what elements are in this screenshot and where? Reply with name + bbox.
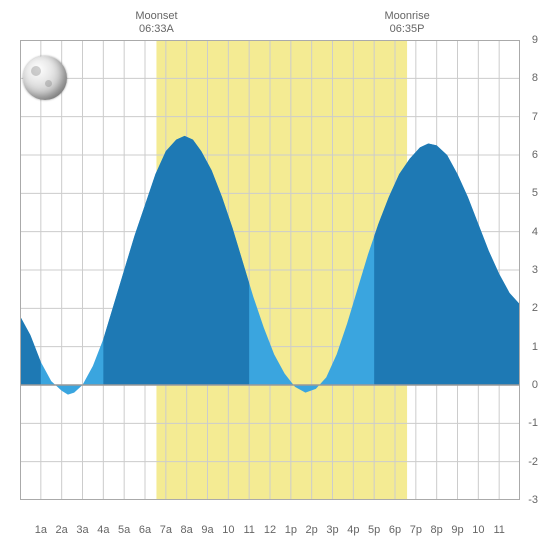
moonset-label: Moonset 06:33A: [126, 10, 186, 36]
x-tick: 12: [264, 524, 276, 536]
y-tick: 5: [532, 187, 538, 199]
x-tick: 2p: [306, 524, 318, 536]
x-tick: 2a: [56, 524, 68, 536]
x-tick: 4p: [347, 524, 359, 536]
y-tick: -3: [528, 494, 538, 506]
y-tick: 6: [532, 149, 538, 161]
moon-icon: [23, 56, 67, 100]
x-tick: 6a: [139, 524, 151, 536]
plot-svg: [20, 40, 520, 500]
x-tick: 8a: [181, 524, 193, 536]
x-axis: 1a 2a 3a 4a 5a 6a 7a 8a 9a 10 11 12 1p 2p 3p 4p 5p 6p 7p 8p…: [20, 520, 520, 540]
x-tick: 8p: [431, 524, 443, 536]
y-tick: -2: [528, 456, 538, 468]
y-tick: 7: [532, 111, 538, 123]
x-tick: 9a: [201, 524, 213, 536]
x-tick: 1a: [35, 524, 47, 536]
tide-chart: Moonset 06:33A Moonrise 06:35P -3-2-1012…: [10, 10, 540, 540]
y-axis: -3-2-10123456789: [520, 40, 540, 500]
plot-area: [20, 40, 520, 500]
moonset-title: Moonset: [126, 10, 186, 23]
x-tick: 11: [243, 524, 254, 536]
x-tick: 5a: [118, 524, 130, 536]
y-tick: 9: [532, 34, 538, 46]
x-tick: 3a: [76, 524, 88, 536]
x-tick: 10: [222, 524, 234, 536]
x-tick: 3p: [326, 524, 338, 536]
y-tick: 0: [532, 379, 538, 391]
moonrise-title: Moonrise: [377, 10, 437, 23]
top-labels: Moonset 06:33A Moonrise 06:35P: [10, 10, 540, 40]
y-tick: 4: [532, 226, 538, 238]
y-tick: 3: [532, 264, 538, 276]
x-tick: 10: [472, 524, 484, 536]
x-tick: 1p: [285, 524, 297, 536]
x-tick: 11: [493, 524, 504, 536]
moonrise-label: Moonrise 06:35P: [377, 10, 437, 36]
x-tick: 7p: [410, 524, 422, 536]
y-tick: 2: [532, 302, 538, 314]
x-tick: 7a: [160, 524, 172, 536]
x-tick: 9p: [451, 524, 463, 536]
x-tick: 4a: [97, 524, 109, 536]
x-tick: 5p: [368, 524, 380, 536]
moonset-time: 06:33A: [126, 23, 186, 36]
moonrise-time: 06:35P: [377, 23, 437, 36]
x-tick: 6p: [389, 524, 401, 536]
y-tick: 1: [532, 341, 538, 353]
y-tick: -1: [528, 417, 538, 429]
y-tick: 8: [532, 72, 538, 84]
